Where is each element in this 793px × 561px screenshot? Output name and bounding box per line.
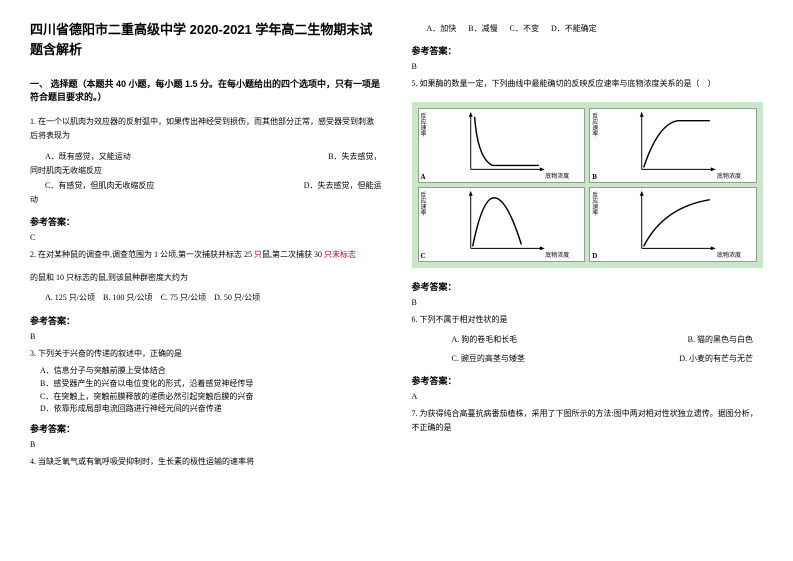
q4-opt-c: C．不变 — [510, 24, 539, 33]
answer-label-1: 参考答案： — [30, 215, 382, 228]
chart-a-corner: A — [421, 173, 426, 181]
q2-text: 2. 在对某种鼠的调查中,调查范围为 1 公顷,第一次捕获并标志 25 只鼠,第… — [30, 248, 382, 262]
answer-label-6: 参考答案： — [412, 374, 764, 387]
q6-opt-d: D. 小麦的有芒与无芒 — [679, 352, 753, 366]
section-header: 一、 选择题（本题共 40 小题，每小题 1.5 分。在每小题给出的四个选项中，… — [30, 77, 382, 103]
q6-options-row2: C. 豌豆的高茎与矮茎 D. 小麦的有芒与无芒 — [412, 352, 764, 366]
q1-opt-b: B．失去感觉， — [328, 150, 381, 164]
chart-d: 反应速率 底物浓度 D — [589, 187, 757, 262]
chart-c-xlabel: 底物浓度 — [545, 250, 569, 259]
q2-answer: B — [30, 332, 382, 341]
q1-opt-c: C．有感觉，但肌肉无收缩反应 — [30, 179, 154, 193]
answer-label-2: 参考答案： — [30, 314, 382, 327]
q6-opt-c: C. 豌豆的高茎与矮茎 — [452, 352, 525, 366]
q3-opt-a: A．信息分子与突触前膜上受体结合 — [30, 365, 382, 378]
chart-d-xlabel: 底物浓度 — [717, 250, 741, 259]
chart-a-ylabel: 反应速率 — [421, 114, 427, 138]
chart-a-xlabel: 底物浓度 — [545, 171, 569, 180]
q6-opt-a: A. 狗的卷毛和长毛 — [452, 333, 518, 347]
q4-text: 4. 当缺乏氧气或有氧呼吸受抑制时，生长素的极性运输的速率将 — [30, 455, 382, 469]
left-column: 四川省德阳市二重高级中学 2020-2021 学年高二生物期末试题含解析 一、 … — [30, 20, 382, 541]
chart-d-ylabel: 反应速率 — [592, 193, 598, 217]
q6-opt-b: B. 猫的黑色与白色 — [688, 333, 753, 347]
q3-opt-c: C．在突触上，突触前膜释放的递质必然引起突触后膜的兴奋 — [30, 391, 382, 404]
q2-opt-c: C. 75 只/公顷 — [161, 293, 207, 302]
q1-opt-d: D．失去感觉，但能运 — [304, 179, 382, 193]
chart-d-corner: D — [592, 252, 597, 260]
chart-container: 反应速率 底物浓度 A 反应速率 底物浓度 B 反应 — [412, 102, 764, 268]
q4-opt-d: D．不能确定 — [551, 24, 597, 33]
chart-c-ylabel: 反应速率 — [421, 193, 427, 217]
q1-text: 1. 在一个以肌肉为效应器的反射弧中，如果传出神经受到损伤，而其他部分正常，感受… — [30, 115, 382, 144]
chart-c-corner: C — [421, 252, 426, 260]
right-column: A．加快 B．减慢 C．不变 D．不能确定 参考答案： B 5. 如果酶的数量一… — [412, 20, 764, 541]
q6-text: 6. 下列不属于相对性状的是 — [412, 313, 764, 327]
q5-text: 5. 如果酶的数量一定，下列曲线中最能确切的反映反应速率与底物浓度关系的是（ ） — [412, 77, 764, 91]
chart-b-xlabel: 底物浓度 — [717, 171, 741, 180]
q3-answer: B — [30, 440, 382, 449]
chart-b-corner: B — [592, 173, 597, 181]
q7-text: 7. 为获得纯合高蔓抗病番茄植株，采用了下图所示的方法:图中两对相对性状独立遗传… — [412, 407, 764, 436]
q3-text: 3. 下列关于兴奋的传递的叙述中，正确的是 — [30, 347, 382, 361]
q2-opt-a: A. 125 只/公顷 — [45, 293, 95, 302]
q5-answer: B — [412, 298, 764, 307]
q4-opt-a: A．加快 — [427, 24, 457, 33]
q4-opt-b: B．减慢 — [468, 24, 497, 33]
document-title: 四川省德阳市二重高级中学 2020-2021 学年高二生物期末试题含解析 — [30, 20, 382, 59]
chart-b: 反应速率 底物浓度 B — [589, 108, 757, 183]
q3-opt-d: D．依靠形成局部电流回路进行神经元间的兴奋传递 — [30, 403, 382, 416]
q1-opt-a: A．既有感觉，又能运动 — [30, 150, 131, 164]
chart-c: 反应速率 底物浓度 C — [418, 187, 586, 262]
q1-opt-b2: 同时肌肉无收缩反应 — [30, 164, 382, 178]
q4-answer: B — [412, 62, 764, 71]
q4-options: A．加快 B．减慢 C．不变 D．不能确定 — [412, 22, 764, 36]
q2-text-p3: 的鼠和 10 只标志的鼠,则该鼠种群密度大约为 — [30, 271, 382, 285]
q1-answer: C — [30, 233, 382, 242]
answer-label-3: 参考答案： — [30, 422, 382, 435]
answer-label-4: 参考答案： — [412, 44, 764, 57]
q6-options-row1: A. 狗的卷毛和长毛 B. 猫的黑色与白色 — [412, 333, 764, 347]
answer-label-5: 参考答案： — [412, 280, 764, 293]
q2-options: A. 125 只/公顷 B. 100 只/公顷 C. 75 只/公顷 D. 50… — [30, 291, 382, 305]
chart-a: 反应速率 底物浓度 A — [418, 108, 586, 183]
q2-opt-b: B. 100 只/公顷 — [103, 293, 153, 302]
q1-options: A．既有感觉，又能运动 B．失去感觉， 同时肌肉无收缩反应 C．有感觉，但肌肉无… — [30, 150, 382, 208]
q3-opt-b: B．感受器产生的兴奋以电位变化的形式，沿着感觉神经传导 — [30, 378, 382, 391]
chart-b-ylabel: 反应速率 — [592, 114, 598, 138]
q6-answer: A — [412, 392, 764, 401]
q1-opt-d2: 动 — [30, 193, 382, 207]
q2-opt-d: D. 50 只/公顷 — [214, 293, 260, 302]
